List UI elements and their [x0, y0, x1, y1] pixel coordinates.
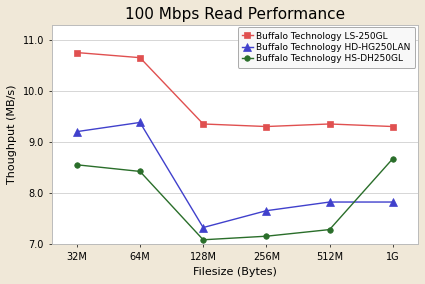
Buffalo Technology HD-HG250LAN [327, 200, 332, 204]
Title: 100 Mbps Read Performance: 100 Mbps Read Performance [125, 7, 345, 22]
Buffalo Technology HD-HG250LAN [74, 130, 79, 133]
Y-axis label: Thoughput (MB/s): Thoughput (MB/s) [7, 84, 17, 184]
Buffalo Technology LS-250GL [327, 122, 332, 126]
Buffalo Technology HS-DH250GL [74, 163, 79, 166]
Buffalo Technology HS-DH250GL [327, 228, 332, 231]
Buffalo Technology LS-250GL [264, 125, 269, 128]
Buffalo Technology HS-DH250GL [201, 238, 206, 241]
Buffalo Technology HD-HG250LAN [264, 209, 269, 212]
Line: Buffalo Technology HD-HG250LAN: Buffalo Technology HD-HG250LAN [73, 118, 397, 232]
Buffalo Technology HD-HG250LAN [137, 121, 142, 124]
Buffalo Technology LS-250GL [74, 51, 79, 54]
Buffalo Technology HS-DH250GL [137, 170, 142, 173]
Line: Buffalo Technology HS-DH250GL: Buffalo Technology HS-DH250GL [74, 156, 396, 243]
Line: Buffalo Technology LS-250GL: Buffalo Technology LS-250GL [74, 49, 396, 130]
Legend: Buffalo Technology LS-250GL, Buffalo Technology HD-HG250LAN, Buffalo Technology : Buffalo Technology LS-250GL, Buffalo Tec… [238, 27, 415, 68]
Buffalo Technology HD-HG250LAN [201, 226, 206, 229]
Buffalo Technology LS-250GL [137, 56, 142, 59]
Buffalo Technology LS-250GL [201, 122, 206, 126]
Buffalo Technology HS-DH250GL [390, 157, 395, 160]
Buffalo Technology LS-250GL [390, 125, 395, 128]
Buffalo Technology HD-HG250LAN [390, 200, 395, 204]
X-axis label: Filesize (Bytes): Filesize (Bytes) [193, 267, 277, 277]
Buffalo Technology HS-DH250GL [264, 235, 269, 238]
